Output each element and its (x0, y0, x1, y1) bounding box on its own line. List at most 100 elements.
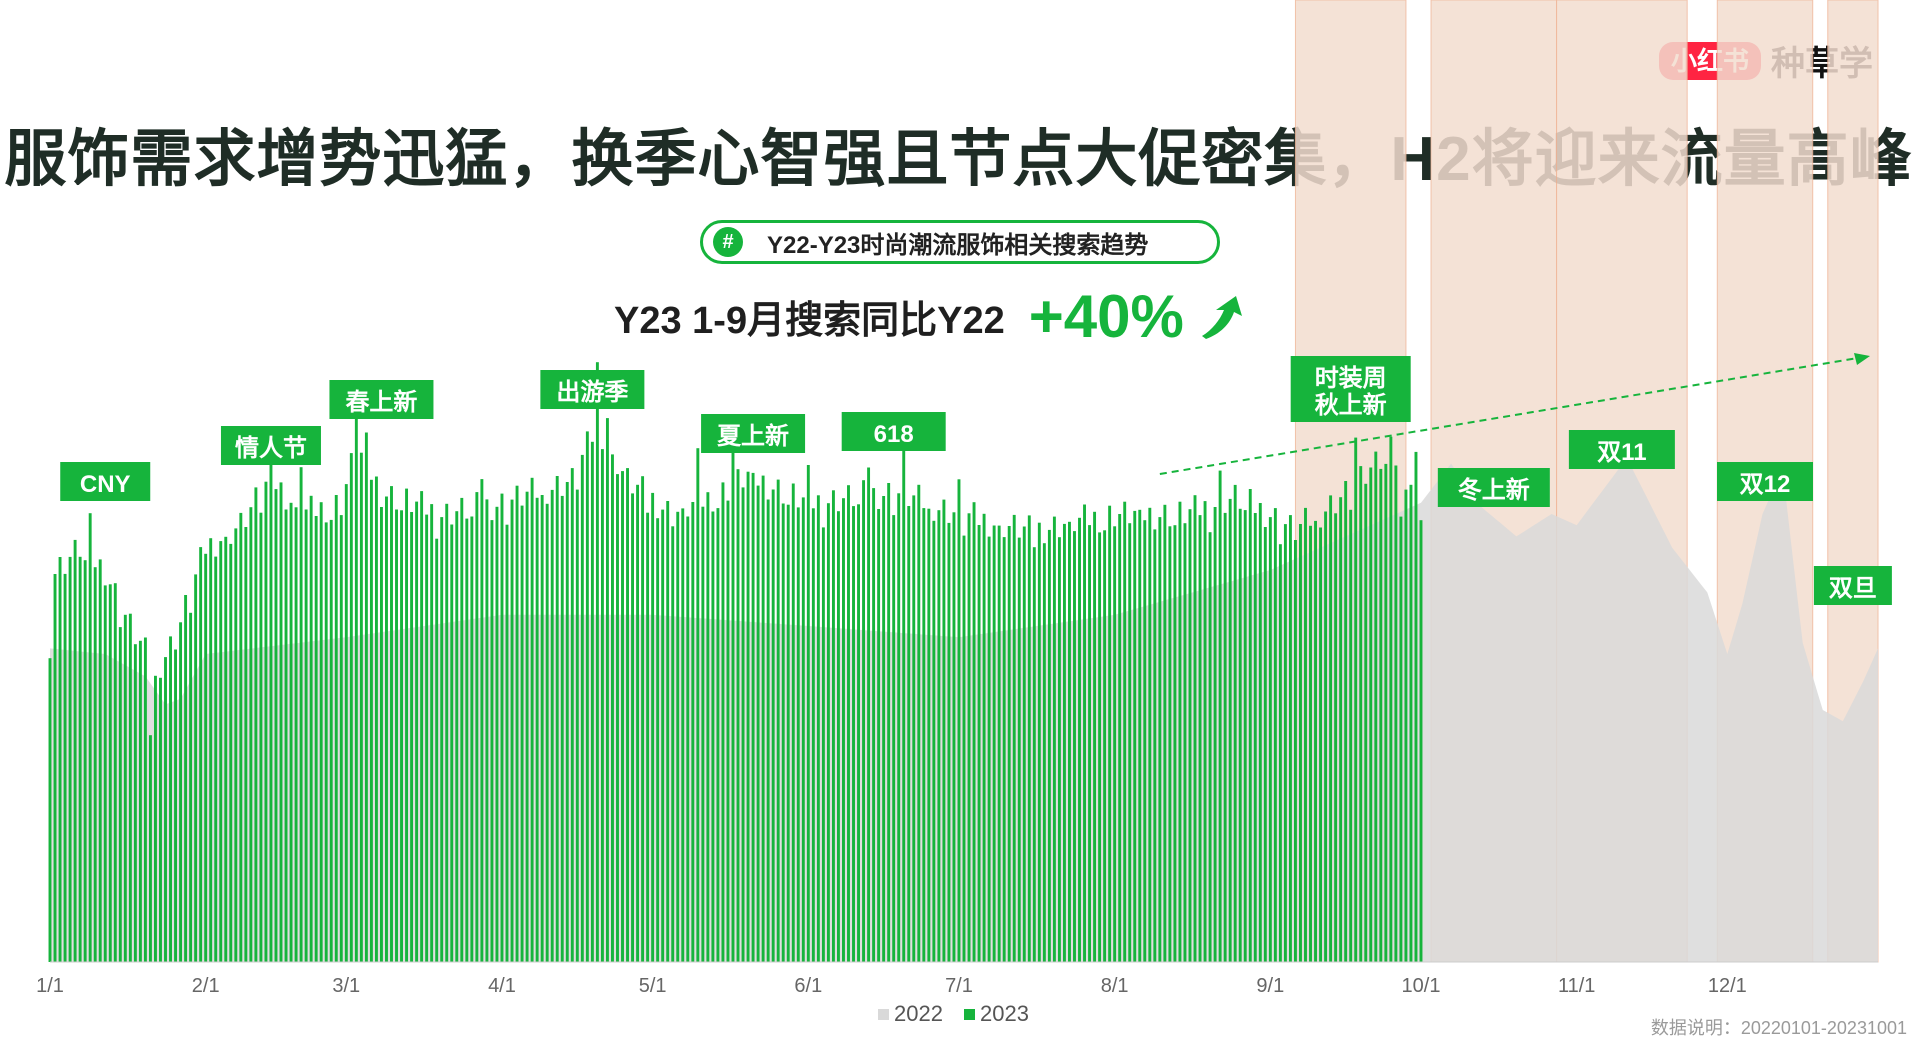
period-label: 双11 (1597, 439, 1646, 466)
bar-2023 (410, 512, 414, 962)
bar-2023 (379, 507, 383, 962)
bar-2023 (505, 524, 509, 962)
bar-2023 (1374, 451, 1378, 962)
bar-2023 (555, 476, 559, 962)
bar-2023 (455, 511, 459, 962)
bar-2023 (927, 508, 931, 962)
trend-line (1159, 353, 1870, 475)
bar-2023 (1078, 517, 1081, 962)
event-label: 出游季 (556, 378, 628, 406)
bar-2023 (716, 508, 720, 962)
bar-2023 (329, 519, 333, 962)
x-tick-label: 4/1 (488, 975, 516, 997)
legend-swatch (878, 1009, 889, 1020)
bar-2023 (1057, 537, 1061, 962)
bar-2023 (390, 486, 393, 962)
bar-2023 (1329, 495, 1333, 962)
bar-2023 (299, 467, 303, 962)
bar-2023 (1233, 484, 1237, 962)
bar-2023 (987, 536, 991, 962)
bar-2023 (520, 505, 524, 962)
bar-2023 (1002, 537, 1006, 962)
x-tick-label: 11/1 (1558, 975, 1595, 997)
bar-2023 (1288, 515, 1292, 962)
bar-2023 (174, 649, 177, 962)
bar-2023 (992, 525, 996, 962)
bar-2023 (209, 538, 213, 962)
bar-2023 (1283, 524, 1287, 962)
bar-2023 (595, 362, 599, 962)
bar-2023 (113, 583, 117, 962)
bar-2023 (932, 520, 936, 962)
bar-2023 (565, 482, 569, 962)
series-2023 (48, 362, 1423, 963)
bar-2023 (1354, 437, 1358, 963)
bar-2023 (1304, 507, 1307, 962)
bar-2023 (470, 516, 474, 962)
bar-2023 (525, 491, 529, 962)
bar-2023 (515, 485, 519, 962)
bar-2023 (445, 503, 449, 962)
bar-2023 (1263, 527, 1267, 962)
bar-2023 (600, 449, 604, 963)
bar-2023 (289, 502, 293, 962)
bar-2023 (917, 484, 921, 962)
bar-2023 (480, 479, 484, 962)
bar-2023 (791, 483, 795, 962)
bar-2023 (234, 528, 238, 962)
bar-2023 (1017, 537, 1021, 962)
bar-2023 (882, 496, 886, 962)
bar-2023 (631, 493, 634, 962)
x-tick-label: 5/1 (639, 975, 667, 997)
bar-2023 (309, 495, 313, 962)
bar-2023 (867, 467, 871, 962)
x-tick-label: 3/1 (332, 975, 360, 997)
bar-2023 (806, 465, 810, 962)
bar-2023 (1022, 526, 1026, 962)
x-tick-label: 12/1 (1708, 975, 1747, 997)
bar-2023 (872, 488, 876, 962)
bar-2023 (1183, 523, 1187, 962)
bar-2023 (811, 508, 815, 962)
bar-2023 (93, 567, 97, 962)
bar-2023 (118, 627, 122, 962)
bar-2023 (671, 526, 675, 962)
bar-2023 (219, 541, 223, 962)
bar-2023 (621, 471, 624, 962)
bar-2023 (189, 612, 193, 962)
bar-2023 (626, 468, 629, 962)
bar-2023 (1158, 517, 1162, 962)
bar-2023 (154, 675, 157, 962)
bar-2023 (575, 489, 579, 962)
bar-2023 (98, 559, 102, 962)
bar-2023 (766, 499, 770, 962)
legend: 2022 2023 (878, 1001, 1029, 1026)
bar-2023 (942, 499, 946, 962)
bar-2023 (570, 468, 574, 962)
period-label-box (1568, 430, 1675, 469)
bar-2023 (1319, 527, 1323, 962)
bar-2023 (1042, 543, 1046, 962)
bar-2023 (1088, 525, 1091, 962)
bar-2023 (892, 515, 896, 962)
bar-2023 (877, 509, 881, 962)
bar-2023 (666, 501, 670, 962)
bar-2023 (862, 480, 866, 962)
bar-2023 (138, 640, 142, 962)
period-label-box (1437, 468, 1550, 507)
bar-2023 (294, 507, 298, 962)
bar-2023 (831, 490, 835, 962)
bar-2023 (857, 504, 860, 962)
period-label-box (1717, 462, 1814, 501)
bar-2023 (103, 585, 107, 962)
bar-2023 (430, 504, 434, 962)
bar-2023 (1173, 525, 1177, 962)
bar-2023 (590, 441, 594, 962)
bar-2023 (1203, 501, 1207, 962)
bar-2023 (284, 509, 288, 962)
bar-2023 (1268, 517, 1272, 962)
bar-2023 (1344, 481, 1348, 962)
period-label-box (1290, 356, 1411, 422)
bar-2023 (997, 525, 1001, 962)
